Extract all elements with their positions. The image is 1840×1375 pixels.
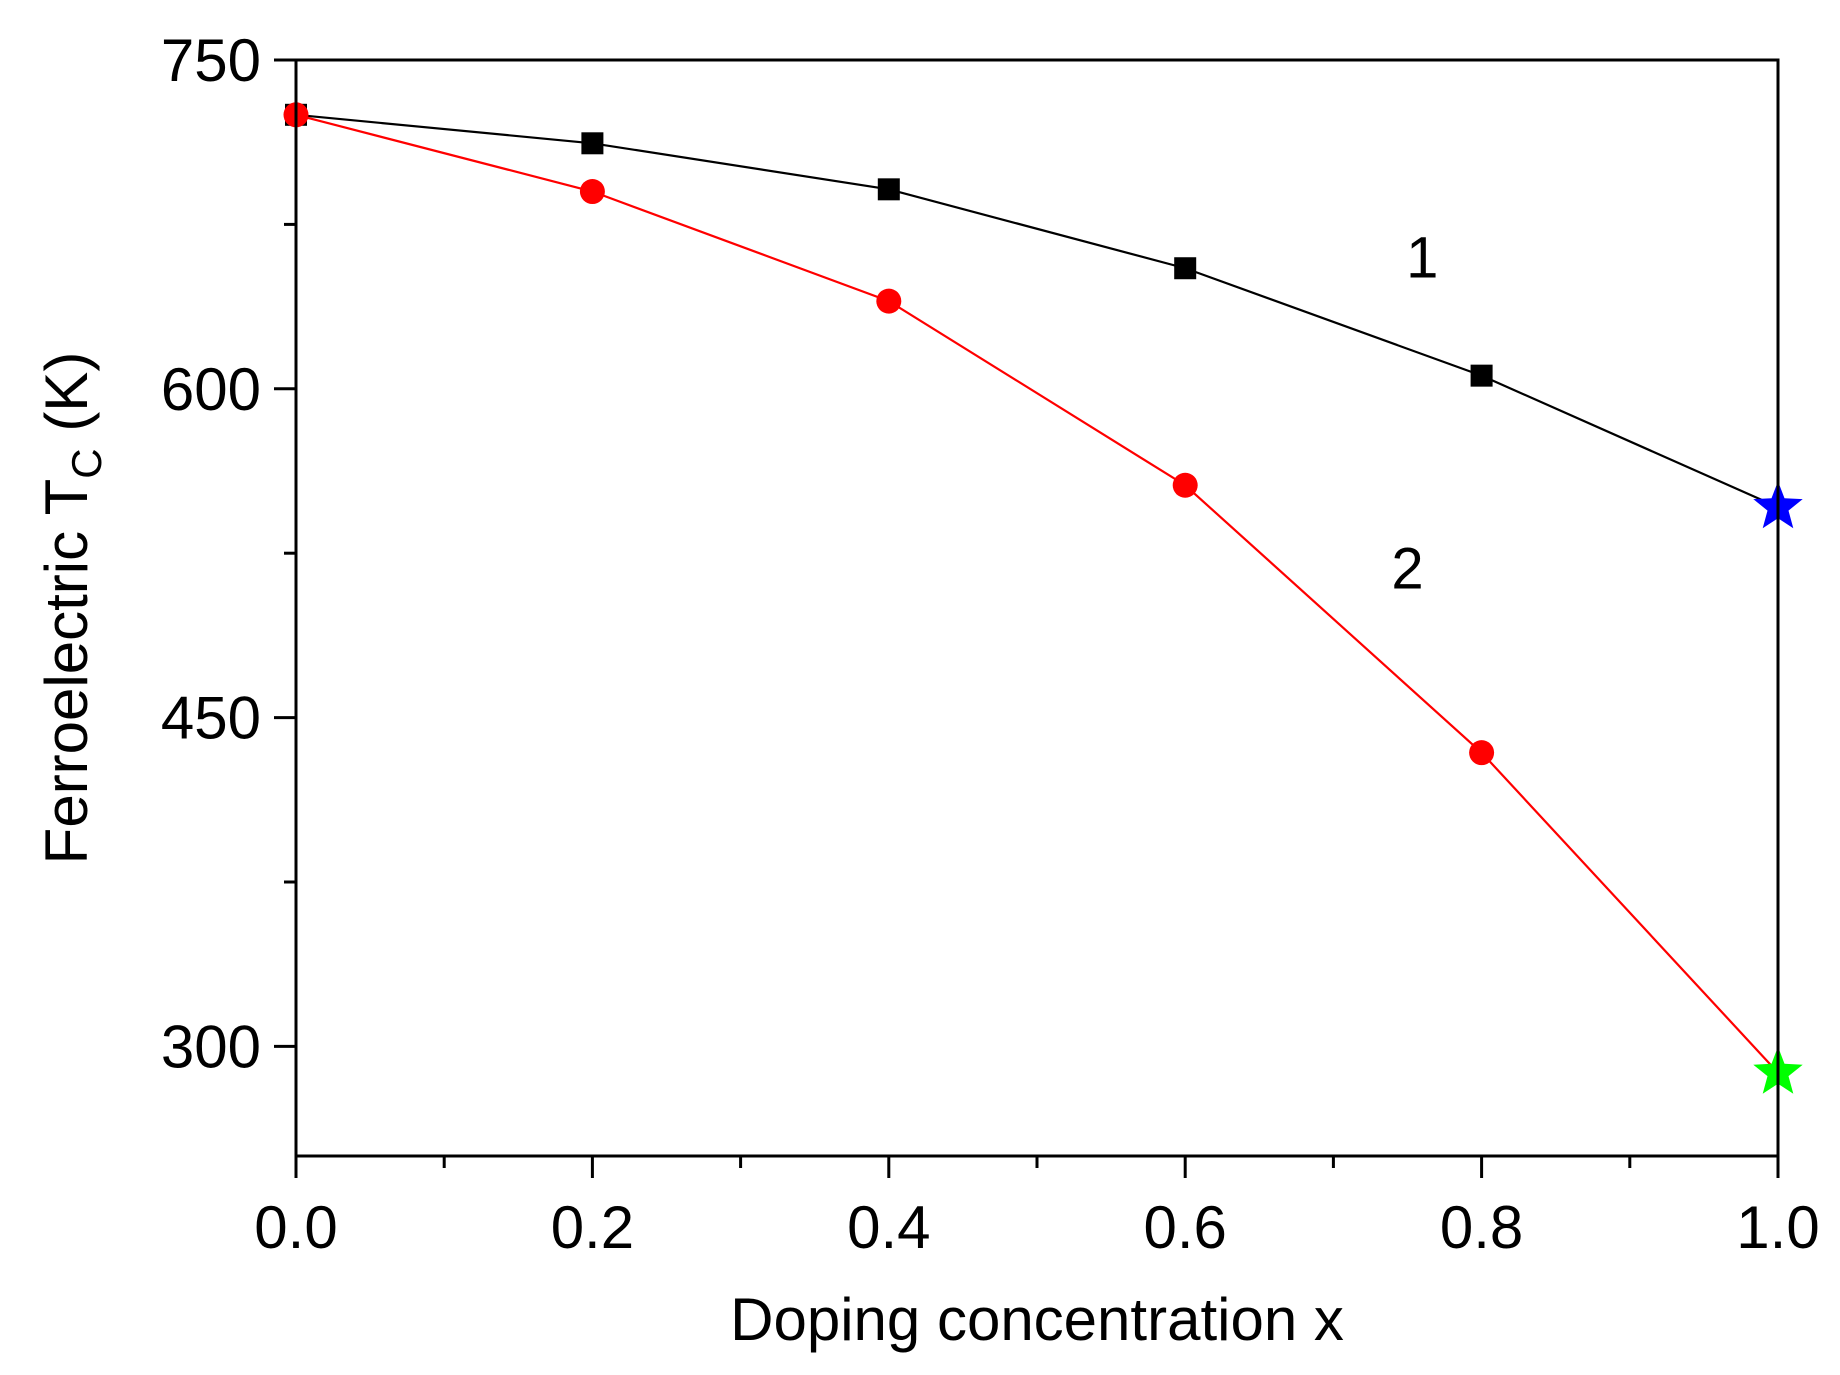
- x-tick-label: 0.4: [847, 1194, 930, 1261]
- x-tick-label: 0.2: [551, 1194, 634, 1261]
- series-label-1: 1: [1406, 225, 1438, 290]
- series-1-point: [1174, 257, 1197, 280]
- series-annotations: 12: [1391, 225, 1438, 601]
- x-tick-label: 0.0: [254, 1194, 337, 1261]
- x-axis-title: Doping concentration x: [730, 1286, 1344, 1353]
- x-axis-ticks: 0.0 0.2 0.4 0.6 0.8 1.0: [254, 1156, 1820, 1261]
- y-axis-title-main: Ferroelectric T: [33, 479, 100, 865]
- plot-frame: [294, 58, 1780, 1158]
- series-1-line: [295, 113, 1779, 509]
- series-2-point: [1469, 740, 1495, 766]
- y-axis-title-subscript: C: [63, 448, 110, 478]
- y-tick-label: 300: [161, 1013, 261, 1080]
- series-2-point: [876, 288, 902, 314]
- y-axis-ticks: 300 450 600 750: [161, 27, 296, 1080]
- y-axis-title: Ferroelectric TC (K): [33, 352, 110, 865]
- series-2-line: [295, 113, 1779, 1074]
- x-tick-label: 1.0: [1736, 1194, 1819, 1261]
- x-tick-label: 0.6: [1143, 1194, 1226, 1261]
- series-1-point: [1470, 364, 1493, 387]
- series-label-2: 2: [1391, 537, 1423, 602]
- y-tick-label: 450: [161, 685, 261, 752]
- y-tick-label: 750: [161, 27, 261, 94]
- series-1-point: [581, 132, 604, 155]
- series-2-point: [579, 179, 605, 205]
- y-axis-title-unit: (K): [33, 352, 100, 449]
- y-tick-label: 600: [161, 356, 261, 423]
- series-2-point: [1172, 472, 1198, 498]
- x-tick-label: 0.8: [1440, 1194, 1523, 1261]
- series-markers: [283, 102, 1803, 1094]
- series-lines: [295, 113, 1779, 1074]
- series-1-point: [877, 178, 900, 201]
